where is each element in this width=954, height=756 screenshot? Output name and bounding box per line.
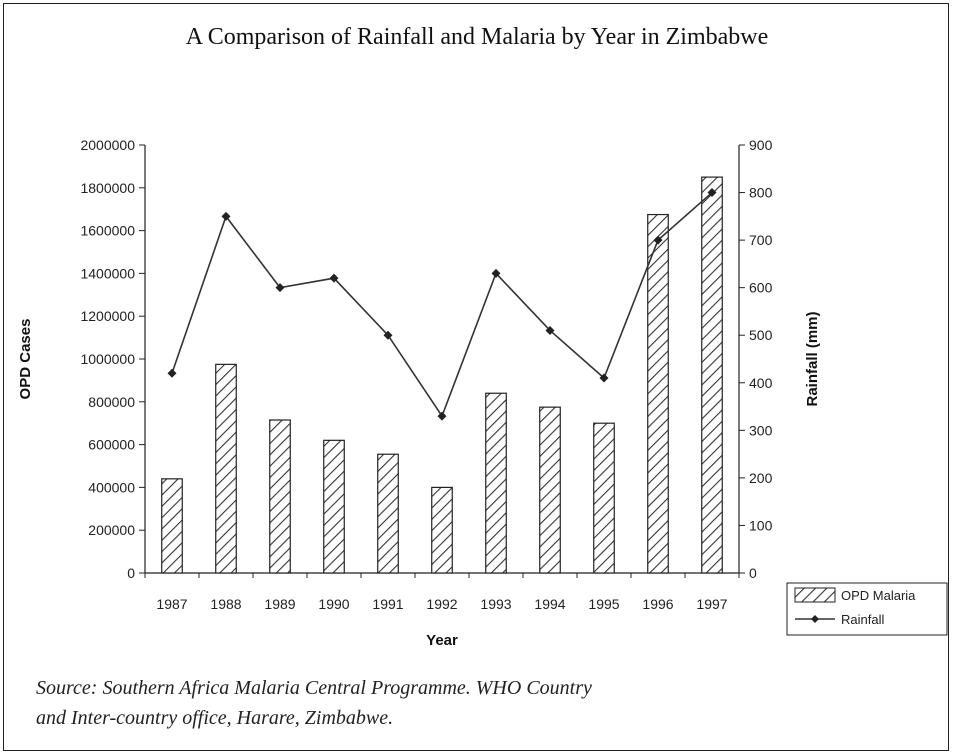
- bar-opd-malaria: [269, 419, 291, 574]
- y-tick-label: 1000000: [80, 351, 135, 367]
- y-axis-title: OPD Cases: [17, 319, 34, 400]
- x-axis-title: Year: [426, 632, 458, 649]
- y-tick-label: 1600000: [80, 223, 135, 239]
- bar-opd-malaria: [593, 422, 615, 574]
- y2-tick-label: 0: [749, 565, 757, 581]
- x-tick-label: 1995: [588, 596, 619, 612]
- bar-opd-malaria: [161, 478, 183, 574]
- bar-opd-malaria: [539, 406, 561, 574]
- y-tick-label: 2000000: [80, 137, 135, 153]
- x-tick-label: 1996: [642, 596, 673, 612]
- x-tick-label: 1997: [696, 596, 727, 612]
- rainfall-point: [707, 188, 717, 198]
- rainfall-point: [167, 368, 177, 378]
- x-tick-label: 1994: [534, 596, 565, 612]
- x-tick-label: 1989: [264, 596, 295, 612]
- x-tick-label: 1993: [480, 596, 511, 612]
- rainfall-point: [653, 235, 663, 245]
- legend-swatch-opd-malaria: [794, 587, 836, 603]
- x-tick-label: 1991: [372, 596, 403, 612]
- bar-opd-malaria: [215, 363, 237, 574]
- source-line-2: and Inter-country office, Harare, Zimbab…: [36, 707, 394, 729]
- rainfall-point: [275, 283, 285, 293]
- rainfall-point: [329, 273, 339, 283]
- y-tick-label: 1200000: [80, 308, 135, 324]
- y2-axis-title: Rainfall (mm): [804, 311, 821, 406]
- y-tick-label: 400000: [88, 479, 135, 495]
- bar-opd-malaria: [701, 176, 723, 574]
- y2-tick-label: 500: [749, 327, 773, 343]
- rainfall-line: [171, 191, 713, 418]
- legend-label-rainfall: Rainfall: [841, 612, 884, 627]
- y2-tick-label: 200: [749, 470, 773, 486]
- x-tick-label: 1992: [426, 596, 457, 612]
- y2-tick-label: 300: [749, 422, 773, 438]
- y-tick-label: 1400000: [80, 265, 135, 281]
- bar-opd-malaria: [431, 486, 453, 574]
- legend-swatch-rainfall-marker: [811, 615, 819, 623]
- source-line-1: Source: Southern Africa Malaria Central …: [36, 677, 592, 699]
- y-tick-label: 600000: [88, 437, 135, 453]
- rainfall-point: [383, 330, 393, 340]
- bar-opd-malaria: [647, 213, 669, 574]
- chart-title: A Comparison of Rainfall and Malaria by …: [185, 24, 769, 50]
- rainfall-point: [221, 211, 231, 221]
- bar-opd-malaria: [377, 453, 399, 574]
- y2-tick-label: 700: [749, 232, 773, 248]
- chart: 0 200000 400000 600000 800000 1000000 1200000 1…: [17, 137, 948, 649]
- x-tick-label: 1990: [318, 596, 349, 612]
- y-tick-label: 1800000: [80, 180, 135, 196]
- x-tick-label: 1988: [210, 596, 241, 612]
- rainfall-point: [599, 373, 609, 383]
- y-tick-label: 200000: [88, 522, 135, 538]
- y-tick-label: 800000: [88, 394, 135, 410]
- y2-tick-label: 400: [749, 375, 773, 391]
- x-tick-label: 1987: [156, 596, 187, 612]
- y-tick-label: 0: [127, 565, 135, 581]
- y2-tick-label: 600: [749, 280, 773, 296]
- y2-tick-label: 800: [749, 185, 773, 201]
- bar-opd-malaria: [323, 439, 345, 574]
- rainfall-point: [437, 411, 447, 421]
- y2-tick-label: 100: [749, 517, 773, 533]
- source-note: Source: Southern Africa Malaria Central …: [36, 673, 916, 733]
- legend-label-opd-malaria: OPD Malaria: [841, 588, 916, 603]
- bar-opd-malaria: [485, 392, 507, 574]
- rainfall-point: [545, 325, 555, 335]
- rainfall-point: [491, 268, 501, 278]
- y2-tick-label: 900: [749, 137, 773, 153]
